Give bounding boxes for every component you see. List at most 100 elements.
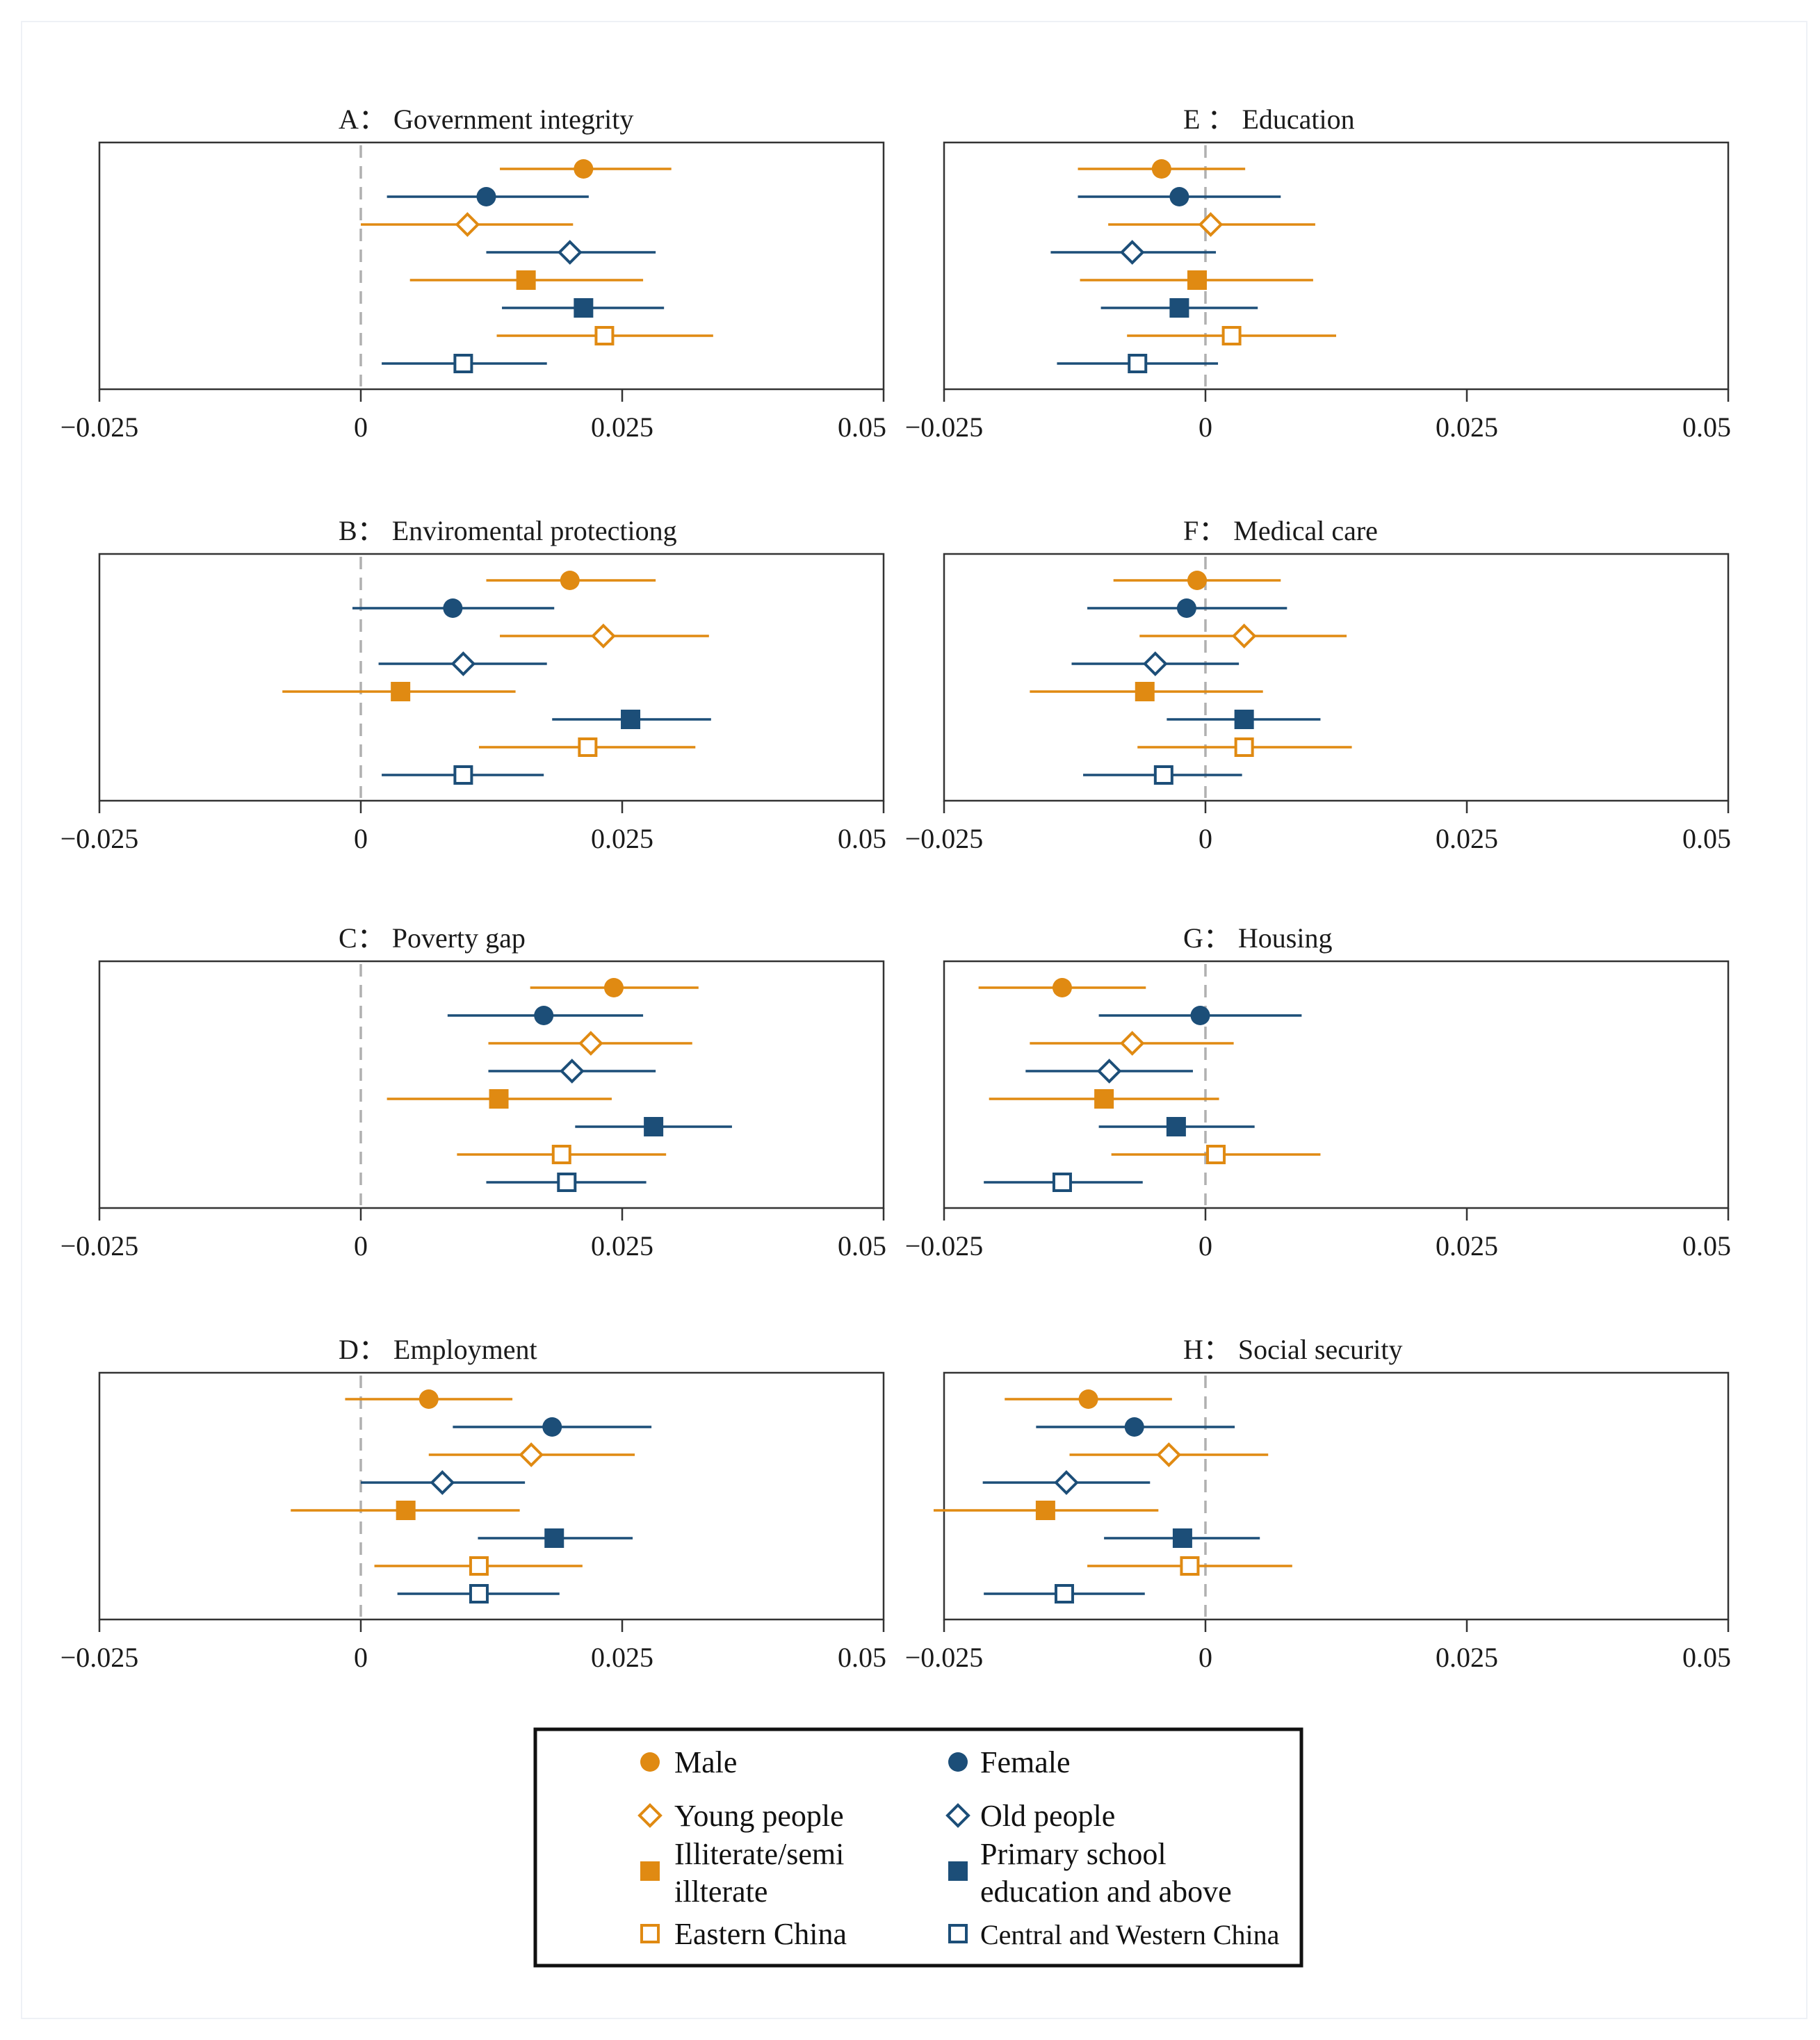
- point-estimate: [1128, 354, 1148, 373]
- series-female: [453, 1417, 652, 1437]
- x-tick-label: −0.025: [60, 1230, 139, 1262]
- point-estimate: [578, 737, 598, 757]
- panel-title: F： Medical care: [1183, 515, 1378, 546]
- series-central-and-western-china: [382, 354, 547, 373]
- point-estimate: [1172, 1528, 1192, 1548]
- point-estimate: [534, 1006, 554, 1025]
- panel-plot-frame: [98, 1371, 885, 1621]
- point-estimate: [396, 1501, 416, 1520]
- point-estimate: [1052, 978, 1072, 997]
- legend-marker: [640, 1752, 660, 1772]
- point-estimate: [453, 765, 473, 785]
- series-eastern-china: [1137, 737, 1352, 757]
- series-primary-school-education-and-above: [552, 710, 711, 729]
- series-male: [530, 978, 699, 997]
- panel-plot-frame: [98, 141, 885, 391]
- series-illiterate-semi-illterate: [291, 1501, 520, 1520]
- legend: Male Female Young people Old people Illitera…: [533, 1727, 1303, 1968]
- point-estimate: [1190, 1006, 1210, 1025]
- series-primary-school-education-and-above: [478, 1528, 633, 1548]
- point-estimate: [1206, 1145, 1226, 1164]
- point-estimate: [1187, 270, 1207, 290]
- point-estimate: [469, 1584, 489, 1604]
- point-estimate: [1234, 737, 1254, 757]
- legend-item-illiterate-semi-illterate: Illiterate/semi illterate: [640, 1837, 844, 1909]
- panel-plot-frame: [943, 553, 1730, 802]
- x-tick-label: 0.025: [591, 411, 653, 443]
- legend-label: Eastern China: [674, 1917, 847, 1951]
- x-tick-label: 0.025: [1436, 1642, 1498, 1673]
- legend-item-old-people: Old people: [945, 1799, 1115, 1833]
- point-estimate: [391, 682, 411, 701]
- series-central-and-western-china: [382, 765, 544, 785]
- x-tick-label: 0: [354, 1230, 368, 1262]
- legend-item-female: Female: [948, 1745, 1071, 1779]
- point-estimate: [1142, 651, 1168, 676]
- x-tick-label: 0: [1199, 1230, 1212, 1262]
- series-male: [1113, 571, 1281, 590]
- x-tick-label: 0: [354, 1642, 368, 1673]
- point-estimate: [559, 1059, 585, 1084]
- series-central-and-western-china: [984, 1584, 1145, 1604]
- series-male: [1005, 1389, 1172, 1409]
- series-old-people: [488, 1059, 656, 1084]
- panel-a: A： Government integrity −0.025 0 0.025 0.05: [60, 104, 886, 443]
- point-estimate: [1124, 1417, 1144, 1437]
- x-tick-label: 0: [1199, 411, 1212, 443]
- point-estimate: [578, 1031, 603, 1056]
- series-illiterate-semi-illterate: [933, 1501, 1159, 1520]
- series-young-people: [361, 212, 574, 237]
- panel-g: G： Housing −0.025 0 0.025 0.05: [905, 922, 1731, 1262]
- series-central-and-western-china: [1083, 765, 1242, 785]
- series-male: [1078, 159, 1246, 179]
- point-estimate: [519, 1442, 544, 1467]
- figure-frame: [21, 21, 1807, 2019]
- point-estimate: [1119, 240, 1145, 265]
- x-tick-label: 0.05: [1682, 411, 1731, 443]
- point-estimate: [544, 1528, 564, 1548]
- point-estimate: [453, 354, 473, 373]
- panel-title: B： Enviromental protectiong: [339, 515, 677, 546]
- x-tick-label: −0.025: [60, 1642, 139, 1673]
- point-estimate: [1052, 1173, 1072, 1192]
- x-tick-label: 0.05: [1682, 823, 1731, 854]
- x-tick-label: 0: [354, 411, 368, 443]
- series-primary-school-education-and-above: [1167, 710, 1321, 729]
- point-estimate: [1169, 298, 1189, 318]
- point-estimate: [1156, 1442, 1182, 1467]
- x-tick-label: 0.025: [1436, 1230, 1498, 1262]
- panel-plot-frame: [98, 553, 885, 802]
- series-illiterate-semi-illterate: [409, 270, 644, 290]
- panel-plot-frame: [943, 960, 1730, 1209]
- series-eastern-china: [1111, 1145, 1321, 1164]
- panel-f: F： Medical care −0.025 0 0.025 0.05: [905, 515, 1731, 854]
- point-estimate: [489, 1089, 509, 1109]
- panel-title: H： Social security: [1183, 1334, 1403, 1365]
- series-primary-school-education-and-above: [1098, 1117, 1255, 1136]
- series-central-and-western-china: [984, 1173, 1143, 1192]
- series-eastern-china: [1127, 326, 1336, 345]
- legend-marker: [640, 1861, 660, 1881]
- series-male: [500, 159, 672, 179]
- series-male: [486, 571, 656, 590]
- x-tick-label: −0.025: [905, 1230, 984, 1262]
- point-estimate: [1169, 187, 1189, 206]
- x-tick-label: 0.05: [838, 823, 886, 854]
- series-old-people: [1050, 240, 1217, 265]
- x-tick-label: 0: [354, 823, 368, 854]
- series-primary-school-education-and-above: [502, 298, 665, 318]
- legend-marker: [948, 1752, 968, 1772]
- point-estimate: [594, 326, 615, 345]
- x-tick-label: 0.05: [838, 1230, 886, 1262]
- x-tick-label: 0.025: [1436, 823, 1498, 854]
- series-primary-school-education-and-above: [1104, 1528, 1260, 1548]
- point-estimate: [450, 651, 476, 676]
- series-male: [978, 978, 1146, 997]
- point-estimate: [621, 710, 641, 729]
- point-estimate: [419, 1389, 439, 1409]
- point-estimate: [644, 1117, 664, 1136]
- x-tick-label: −0.025: [905, 411, 984, 443]
- legend-item-central-and-western-china: Central and Western China: [948, 1919, 1280, 1950]
- legend-item-young-people: Young people: [637, 1799, 844, 1833]
- legend-marker: [640, 1924, 660, 1943]
